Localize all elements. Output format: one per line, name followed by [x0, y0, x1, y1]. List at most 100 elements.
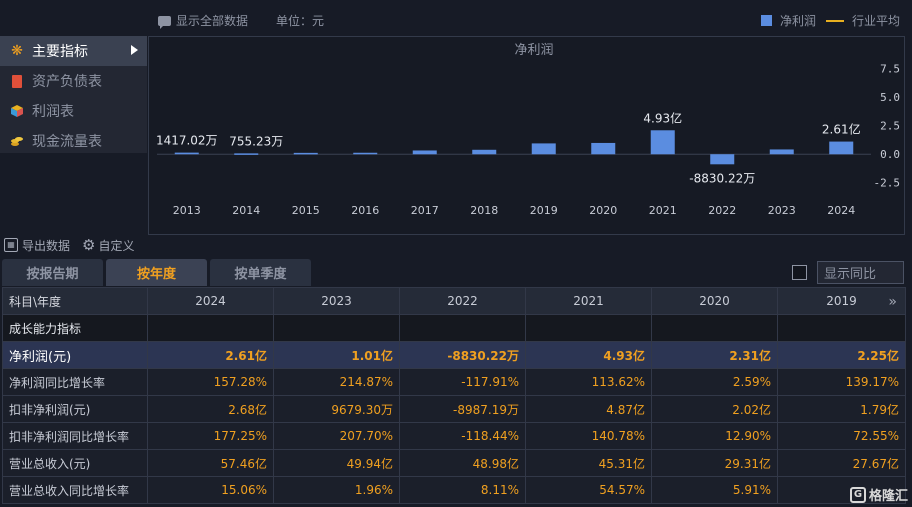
table-cell: 1.79亿: [777, 395, 906, 423]
data-label: 2.61亿: [822, 122, 861, 137]
table-cell: [777, 314, 906, 342]
export-data-button[interactable]: ▦ 导出数据: [4, 237, 70, 254]
comment-icon: [158, 15, 171, 29]
table-cell: -117.91%: [399, 368, 526, 396]
table-cell: 15.06%: [147, 476, 274, 504]
coins-icon: [9, 133, 25, 149]
y-tick-label: 0.0: [880, 148, 900, 161]
sidebar: ❋ 主要指标 资产负债表 利润表 现金流量表: [0, 36, 147, 153]
y-tick-label: -2.5: [874, 177, 901, 190]
x-tick-label: 2017: [411, 204, 439, 217]
sidebar-item-income-statement[interactable]: 利润表: [0, 96, 147, 126]
data-label: 4.93亿: [643, 110, 682, 125]
x-tick-label: 2023: [768, 204, 796, 217]
row-label: 净利润(元): [2, 341, 148, 369]
unit-label: 单位：元: [276, 14, 325, 28]
sidebar-item-label: 资产负债表: [32, 74, 102, 90]
table-cell: [525, 314, 652, 342]
row-label: 成长能力指标: [2, 314, 148, 342]
x-tick-label: 2014: [232, 204, 260, 217]
table-cell: 2.61亿: [147, 341, 274, 369]
header-year[interactable]: 2019 »: [777, 287, 906, 315]
legend-net-profit[interactable]: 净利润: [761, 12, 816, 29]
table-cell: 72.55%: [777, 422, 906, 450]
chart-bar: [829, 141, 854, 155]
table-cell: 57.46亿: [147, 449, 274, 477]
tab-by-report-period[interactable]: 按报告期: [2, 259, 103, 286]
header-year[interactable]: 2023: [273, 287, 400, 315]
table-cell: 9679.30万: [273, 395, 400, 423]
customize-button[interactable]: ⚙ 自定义: [82, 236, 134, 254]
document-icon: [9, 73, 25, 89]
table-cell: 29.31亿: [651, 449, 778, 477]
table-cell: 2.59%: [651, 368, 778, 396]
y-tick-label: 2.5: [880, 120, 900, 133]
table-cell: 157.28%: [147, 368, 274, 396]
x-tick-label: 2016: [351, 204, 379, 217]
double-chevron-right-icon[interactable]: »: [888, 294, 897, 310]
table-cell: 2.25亿: [777, 341, 906, 369]
x-tick-label: 2015: [292, 204, 320, 217]
table-row[interactable]: 营业总收入(元) 57.46亿 49.94亿 48.98亿 45.31亿 29.31亿 27…: [2, 449, 906, 477]
yoy-checkbox[interactable]: [792, 265, 807, 280]
sidebar-item-label: 主要指标: [32, 44, 88, 60]
x-tick-label: 2018: [470, 204, 498, 217]
table-cell: 2.02亿: [651, 395, 778, 423]
legend-industry-avg[interactable]: 行业平均: [826, 12, 900, 29]
table-cell: 140.78%: [525, 422, 652, 450]
period-tabs: 按报告期 按年度 按单季度: [2, 259, 314, 286]
chart-bar: [472, 149, 497, 155]
table-cell: 1.01亿: [273, 341, 400, 369]
sidebar-item-main-indicators[interactable]: ❋ 主要指标: [0, 36, 147, 66]
table-cell: [651, 314, 778, 342]
data-label: 755.23万: [229, 134, 283, 148]
table-cell: 45.31亿: [525, 449, 652, 477]
chart-svg: 净利润 7.5 5.0 2.5 0.0 -2.5 2013 2014 2015 2016 2017 2…: [156, 43, 901, 217]
header-year[interactable]: 2020: [651, 287, 778, 315]
chart-bar: [174, 152, 199, 155]
show-all-data-toggle[interactable]: 显示全部数据: [158, 12, 248, 29]
chart-title: 净利润: [514, 43, 553, 58]
row-label: 净利润同比增长率: [2, 368, 148, 396]
chart-bar: [710, 154, 735, 165]
sidebar-item-label: 现金流量表: [32, 134, 102, 150]
table-cell: 207.70%: [273, 422, 400, 450]
table-row[interactable]: 营业总收入同比增长率 15.06% 1.96% 8.11% 54.57% 5.91%: [2, 476, 906, 504]
table-cell: 177.25%: [147, 422, 274, 450]
tab-by-quarter[interactable]: 按单季度: [210, 259, 311, 286]
gear-icon: ⚙: [82, 236, 96, 254]
legend-net-profit-label: 净利润: [780, 14, 817, 28]
table-cell: -118.44%: [399, 422, 526, 450]
row-label: 扣非净利润同比增长率: [2, 422, 148, 450]
table-row[interactable]: 净利润(元) 2.61亿 1.01亿 -8830.22万 4.93亿 2.31亿 2.25亿: [2, 341, 906, 369]
header-year[interactable]: 2021: [525, 287, 652, 315]
table-cell: -8830.22万: [399, 341, 526, 369]
y-tick-label: 7.5: [880, 63, 900, 76]
table-cell: 12.90%: [651, 422, 778, 450]
sidebar-item-label: 利润表: [32, 104, 74, 120]
table-row[interactable]: 扣非净利润(元) 2.68亿 9679.30万 -8987.19万 4.87亿 2.02亿…: [2, 395, 906, 423]
table-cell: [399, 314, 526, 342]
table-row[interactable]: 扣非净利润同比增长率 177.25% 207.70% -118.44% 140.78% 1…: [2, 422, 906, 450]
row-label: 营业总收入(元): [2, 449, 148, 477]
sidebar-item-cash-flow[interactable]: 现金流量表: [0, 126, 147, 156]
table-cell: [777, 476, 906, 504]
header-year[interactable]: 2024: [147, 287, 274, 315]
financial-indicators-table: 科目\年度 2024 2023 2022 2021 2020 2019 » 成长能…: [2, 287, 906, 504]
header-year[interactable]: 2022: [399, 287, 526, 315]
chart-toolbar: 显示全部数据 单位：元 净利润 行业平均: [0, 0, 912, 36]
table-row[interactable]: 净利润同比增长率 157.28% 214.87% -117.91% 113.62% 2.5…: [2, 368, 906, 396]
chart-bar: [412, 150, 437, 155]
watermark: G 格隆汇: [849, 485, 908, 504]
table-header-row: 科目\年度 2024 2023 2022 2021 2020 2019 »: [2, 287, 906, 315]
header-year-label: 2019: [826, 294, 857, 308]
watermark-text: 格隆汇: [868, 489, 908, 504]
x-tick-label: 2020: [589, 204, 617, 217]
customize-label: 自定义: [98, 238, 135, 253]
table-row[interactable]: 成长能力指标: [2, 314, 906, 342]
tab-by-year[interactable]: 按年度: [106, 259, 207, 286]
table-cell: 8.11%: [399, 476, 526, 504]
sidebar-item-balance-sheet[interactable]: 资产负债表: [0, 66, 147, 96]
show-yoy-button[interactable]: 显示同比: [817, 261, 904, 284]
table-cell: 5.91%: [651, 476, 778, 504]
